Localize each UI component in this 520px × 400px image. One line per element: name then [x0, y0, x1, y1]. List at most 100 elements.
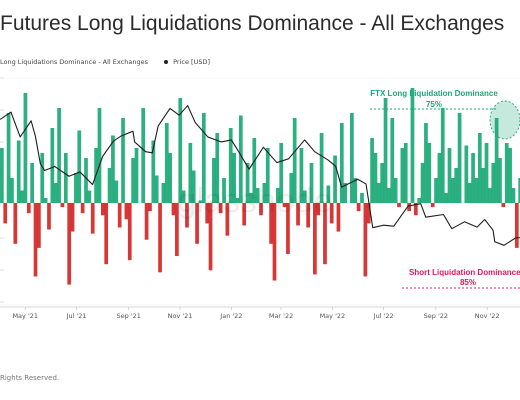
- dominance-bar: [353, 178, 358, 203]
- dominance-bar: [296, 203, 300, 226]
- dominance-bar: [245, 163, 250, 203]
- dominance-bar: [451, 178, 455, 203]
- dominance-bar: [238, 115, 243, 203]
- dominance-bar: [514, 203, 519, 248]
- long-annotation-label: FTX Long Liquidation Dominance: [370, 89, 498, 98]
- dominance-bar: [201, 113, 206, 203]
- dominance-bar: [87, 190, 92, 203]
- dominance-bar: [154, 175, 159, 203]
- dominance-bar: [501, 203, 506, 208]
- dominance-bar: [195, 203, 199, 244]
- dominance-bar: [306, 203, 310, 228]
- dominance-bar: [121, 118, 125, 203]
- dominance-bar: [420, 163, 425, 203]
- dominance-bar: [20, 190, 24, 203]
- dominance-bar: [427, 143, 432, 203]
- dominance-bar: [380, 163, 385, 203]
- dominance-bar: [400, 148, 405, 203]
- dominance-bar: [33, 203, 38, 277]
- dominance-bar: [407, 203, 411, 212]
- dominance-bar: [504, 143, 509, 203]
- dominance-bar: [127, 203, 132, 261]
- dominance-bar: [410, 88, 415, 203]
- dominance-bar: [90, 203, 95, 234]
- dominance-bar: [57, 108, 61, 203]
- dominance-bar: [168, 153, 172, 203]
- dominance-bar: [313, 203, 317, 275]
- dominance-bar: [100, 203, 105, 216]
- dominance-bar: [215, 133, 220, 203]
- short-annotation-value: 85%: [460, 278, 476, 287]
- dominance-bar: [0, 148, 4, 203]
- dominance-bar: [316, 203, 321, 216]
- dominance-bar: [185, 203, 189, 228]
- x-tick-label: Nov '22: [475, 312, 500, 320]
- dominance-bar: [161, 183, 166, 203]
- dominance-bar: [164, 123, 169, 203]
- dominance-bar: [222, 178, 226, 203]
- dominance-bar: [403, 143, 408, 203]
- dominance-bar: [366, 203, 371, 224]
- dominance-bar: [484, 143, 489, 203]
- dominance-bar: [373, 153, 378, 203]
- dominance-bar: [198, 200, 203, 203]
- long-annotation-value: 75%: [426, 100, 442, 109]
- x-tick-label: Nov '21: [168, 312, 193, 320]
- dominance-bar: [114, 180, 119, 203]
- dominance-bar: [181, 190, 186, 203]
- dominance-bar: [350, 113, 354, 203]
- ftx-highlight-circle: [489, 100, 520, 140]
- dominance-bar: [370, 138, 374, 203]
- dominance-bar: [397, 203, 401, 208]
- watermark-layer: glassnode: [177, 182, 332, 220]
- dominance-bar: [148, 203, 152, 212]
- dominance-bar: [481, 168, 486, 203]
- dominance-bar: [360, 193, 364, 203]
- dominance-bar: [383, 98, 388, 203]
- dominance-bar: [265, 148, 270, 203]
- dominance-bar: [50, 128, 55, 203]
- annotation-layer: FTX Long Liquidation Dominance 75% Short L…: [370, 89, 520, 289]
- dominance-bar: [262, 183, 267, 203]
- x-tick-label: Sep '22: [424, 312, 448, 320]
- x-tick-label: Sep '21: [117, 312, 141, 320]
- dominance-bar: [232, 153, 236, 203]
- x-axis-layer: May '21 Jul '21 Sep '21 Nov '21 Jan '22 Mar '…: [0, 306, 520, 320]
- dominance-bar: [393, 178, 398, 203]
- dominance-bar: [10, 178, 14, 203]
- dominance-bar: [107, 168, 112, 203]
- dominance-bar: [444, 193, 448, 203]
- dominance-bar: [272, 203, 277, 281]
- dominance-bar: [494, 118, 499, 203]
- dominance-bar: [205, 203, 210, 224]
- dominance-bar: [477, 133, 482, 203]
- dominance-bar: [228, 128, 233, 203]
- dominance-bar: [80, 203, 85, 214]
- dominance-bar: [292, 118, 297, 203]
- dominance-bar: [457, 113, 462, 203]
- dominance-bar: [289, 173, 294, 203]
- dominance-bar: [225, 203, 230, 236]
- dominance-bar: [158, 203, 162, 273]
- x-tick-label: Jul '22: [373, 312, 394, 320]
- dominance-bar: [430, 203, 435, 208]
- dominance-bar: [23, 93, 28, 203]
- price-legend-dot: [164, 60, 169, 64]
- dominance-bar: [252, 138, 257, 203]
- dominance-bar: [326, 185, 331, 203]
- price-line-layer: [0, 105, 520, 246]
- dominance-bar: [286, 203, 290, 254]
- dominance-bar: [329, 203, 334, 224]
- dominance-bar: [26, 203, 31, 214]
- x-tick-label: May '22: [320, 312, 346, 320]
- dominance-bar: [53, 183, 58, 203]
- dominance-bar: [43, 198, 48, 203]
- dominance-bar: [117, 203, 122, 228]
- dominance-bar: [30, 163, 35, 203]
- dominance-bar: [70, 203, 75, 232]
- dominance-bar: [518, 178, 520, 203]
- dominance-bar: [339, 123, 344, 203]
- chart-area: glassnode FTX Long Liquidation Dominance…: [0, 77, 520, 320]
- dominance-bar: [302, 190, 307, 203]
- x-tick-label: Mar '22: [269, 312, 293, 320]
